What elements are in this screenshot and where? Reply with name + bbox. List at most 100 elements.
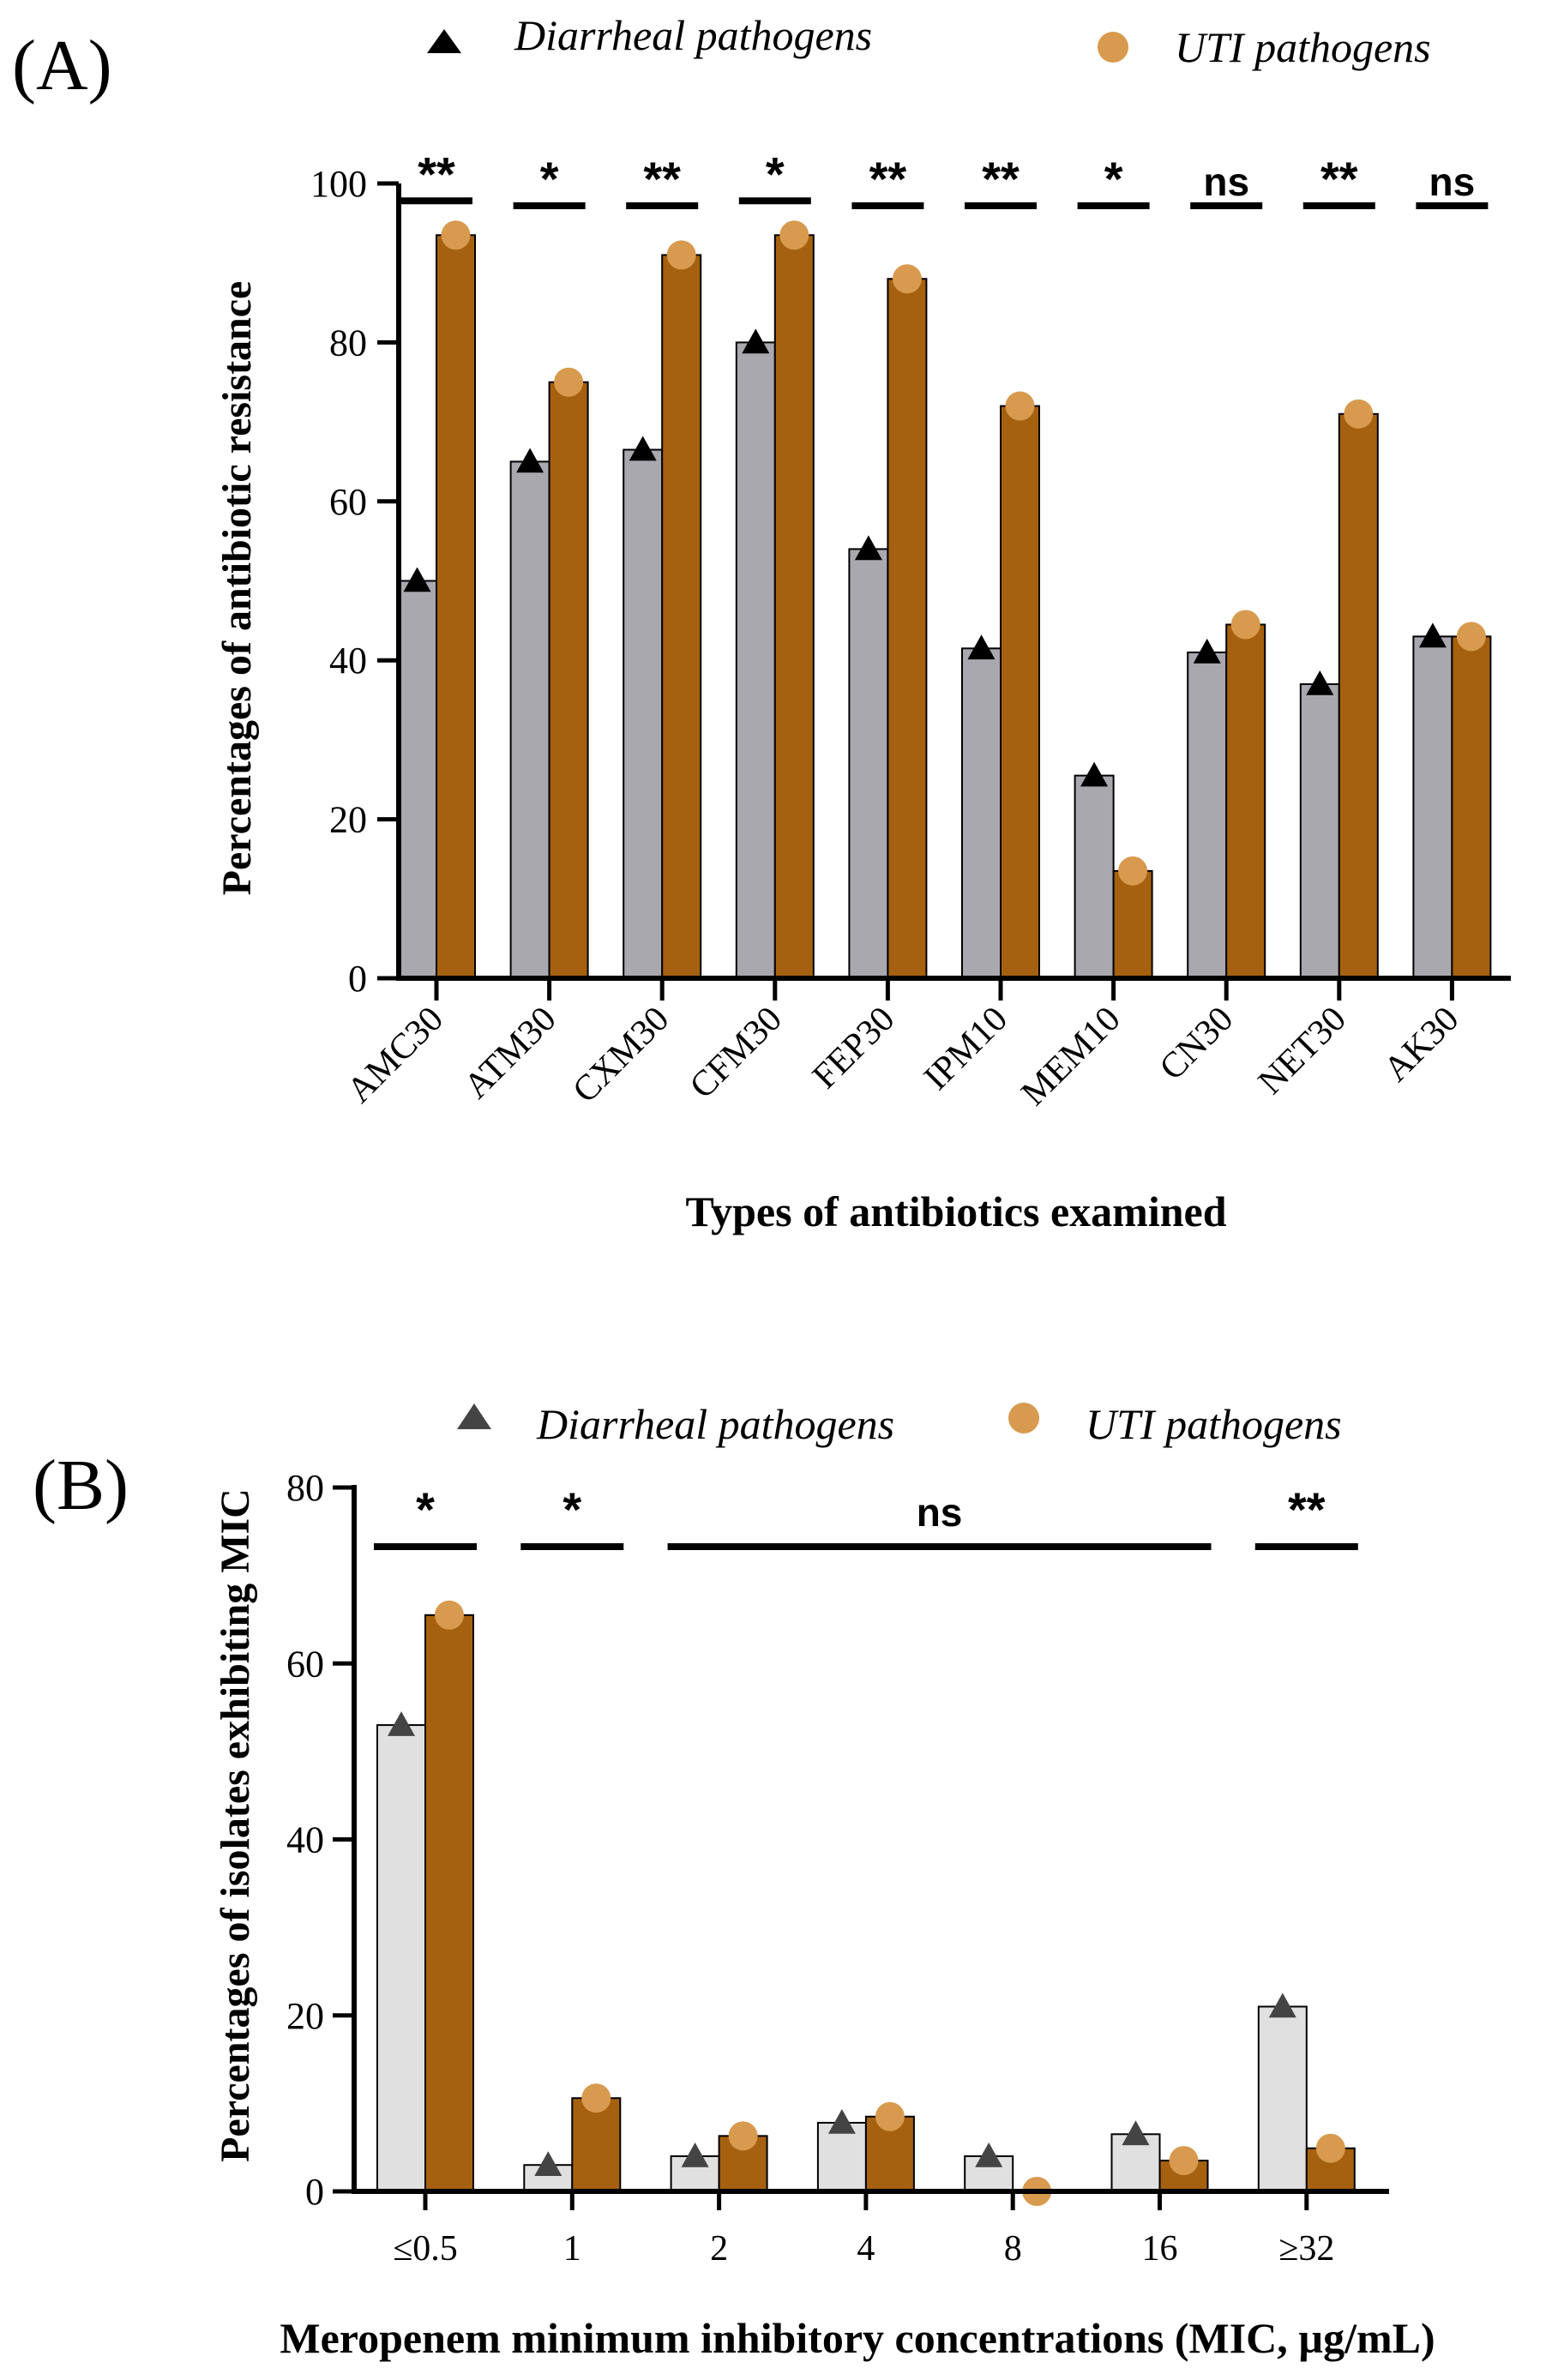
- x-tick-label-a-2: CXM30: [565, 1000, 677, 1111]
- legend-a-diarrheal-marker: [427, 29, 461, 53]
- y-axis-a-title: Percentages of antibiotic resistance: [214, 281, 260, 896]
- x-tick-label-a-5: IPM10: [917, 1000, 1015, 1098]
- marker-a-diarrheal-0: [403, 567, 431, 592]
- x-tick-label-a-0: AMC30: [340, 1000, 451, 1111]
- marker-b-diarrheal-0: [388, 1711, 415, 1736]
- marker-a-uti-7: [1230, 610, 1260, 640]
- marker-a-uti-4: [892, 264, 922, 294]
- sig-a-label-4: **: [869, 152, 907, 206]
- marker-b-uti-5: [1169, 2146, 1199, 2176]
- y-axis-b-ticks: 0 20 40 60 80: [286, 1467, 354, 2213]
- marker-a-diarrheal-6: [1080, 761, 1109, 787]
- bar-a-diarrheal-3: [735, 341, 776, 979]
- marker-a-diarrheal-5: [967, 634, 996, 660]
- panel-a-markers: [403, 220, 1486, 886]
- bar-a-diarrheal-8: [1299, 683, 1340, 979]
- x-tick-label-a-7: CN30: [1152, 1000, 1241, 1088]
- marker-a-uti-5: [1005, 391, 1035, 421]
- marker-a-uti-3: [779, 220, 809, 250]
- sig-b-label-0: *: [416, 1482, 435, 1536]
- y-tick-label-a-5: 100: [310, 163, 367, 205]
- panel-a-bars: [397, 234, 1492, 979]
- panel-b-markers: [388, 1600, 1345, 2206]
- x-tick-label-b-3: 4: [857, 2229, 875, 2269]
- y-tick-label-a-0: 0: [348, 958, 367, 1000]
- x-tick-label-b-1: 1: [563, 2229, 581, 2269]
- bar-a-uti-6: [1112, 869, 1153, 979]
- marker-a-diarrheal-3: [742, 328, 770, 354]
- x-tick-label-a-6: MEM10: [1014, 1000, 1128, 1114]
- sig-b-label-3: **: [1288, 1482, 1326, 1536]
- bar-b-uti-1: [571, 2097, 622, 2193]
- y-axis-a-ticks: 0 20 40 60 80 100: [310, 163, 399, 1000]
- sig-a-label-5: **: [982, 152, 1020, 206]
- bar-a-uti-7: [1225, 623, 1266, 979]
- sig-a-label-8: **: [1320, 152, 1358, 206]
- marker-a-uti-6: [1118, 856, 1148, 886]
- marker-a-diarrheal-9: [1418, 622, 1447, 648]
- x-tick-label-a-8: NET30: [1251, 1000, 1354, 1103]
- x-axis-a-title: Types of antibiotics examined: [685, 1187, 1226, 1235]
- marker-b-uti-3: [875, 2101, 905, 2131]
- bar-a-diarrheal-7: [1187, 651, 1228, 979]
- legend-b-diarrheal-label: Diarrheal pathogens: [536, 1400, 894, 1448]
- y-tick-label-b-3: 60: [286, 1643, 324, 1685]
- marker-a-uti-0: [441, 220, 471, 250]
- bar-b-diarrheal-0: [376, 1724, 426, 2192]
- marker-b-uti-0: [435, 1600, 464, 1630]
- bar-b-uti-0: [424, 1614, 474, 2192]
- bar-a-diarrheal-2: [623, 448, 664, 979]
- x-tick-label-a-1: ATM30: [457, 1000, 564, 1107]
- y-tick-label-a-1: 20: [329, 799, 367, 841]
- x-tick-label-b-6: ≥32: [1278, 2229, 1334, 2269]
- sig-a-label-3: *: [766, 147, 785, 201]
- panel-b-significance: * * ns **: [374, 1482, 1358, 1550]
- marker-a-uti-2: [666, 240, 696, 270]
- marker-a-diarrheal-1: [516, 448, 544, 473]
- bar-a-diarrheal-0: [397, 580, 437, 979]
- legend-a-uti-label: UTI pathogens: [1175, 23, 1431, 71]
- marker-a-diarrheal-8: [1306, 670, 1334, 695]
- legend-b-uti-label: UTI pathogens: [1086, 1400, 1342, 1448]
- x-tick-label-b-2: 2: [710, 2229, 728, 2269]
- marker-a-uti-9: [1456, 622, 1486, 652]
- legend-a-uti-marker: [1098, 32, 1128, 63]
- panel-a: (A) Diarrheal pathogens UTI pathogens Pe…: [12, 11, 1511, 1235]
- bar-a-uti-1: [548, 381, 589, 979]
- bar-a-uti-4: [887, 278, 928, 979]
- marker-b-uti-1: [581, 2083, 611, 2113]
- marker-b-diarrheal-4: [975, 2142, 1003, 2167]
- sig-a-label-7: ns: [1203, 159, 1249, 204]
- y-tick-label-b-2: 40: [286, 1819, 324, 1861]
- marker-b-diarrheal-5: [1122, 2120, 1150, 2146]
- y-tick-label-a-3: 60: [329, 481, 367, 523]
- panel-b: (B) Diarrheal pathogens UTI pathogens Pe…: [33, 1400, 1435, 2362]
- panel-b-bars: [376, 1614, 1356, 2193]
- panel-b-label: (B): [33, 1445, 129, 1525]
- bar-a-diarrheal-5: [961, 647, 1002, 979]
- x-tick-label-b-4: 8: [1004, 2229, 1022, 2269]
- x-tick-label-b-5: 16: [1142, 2229, 1178, 2269]
- y-axis-b-title: Percentages of isolates exhibiting MIC: [213, 1488, 258, 2162]
- y-tick-label-a-2: 40: [329, 640, 367, 682]
- marker-a-diarrheal-2: [629, 436, 657, 461]
- sig-b-label-1: *: [562, 1482, 581, 1536]
- sig-a-label-1: *: [540, 152, 559, 206]
- x-tick-label-b-0: ≤0.5: [393, 2229, 458, 2269]
- bar-a-diarrheal-1: [509, 460, 550, 979]
- bar-a-diarrheal-9: [1412, 635, 1453, 979]
- marker-b-diarrheal-6: [1268, 1992, 1296, 2018]
- bar-a-uti-3: [773, 234, 815, 979]
- bar-b-diarrheal-6: [1257, 2005, 1308, 2193]
- bar-a-uti-9: [1451, 635, 1492, 979]
- marker-a-diarrheal-4: [854, 535, 882, 561]
- bar-a-uti-0: [436, 234, 476, 979]
- bar-a-diarrheal-6: [1074, 774, 1115, 979]
- sig-b-label-2: ns: [917, 1490, 963, 1535]
- x-tick-label-a-9: AK30: [1376, 1000, 1466, 1090]
- marker-b-diarrheal-2: [681, 2142, 709, 2167]
- sig-a-label-6: *: [1104, 152, 1123, 206]
- x-tick-label-a-4: FEP30: [805, 1000, 902, 1097]
- marker-a-diarrheal-7: [1193, 638, 1221, 664]
